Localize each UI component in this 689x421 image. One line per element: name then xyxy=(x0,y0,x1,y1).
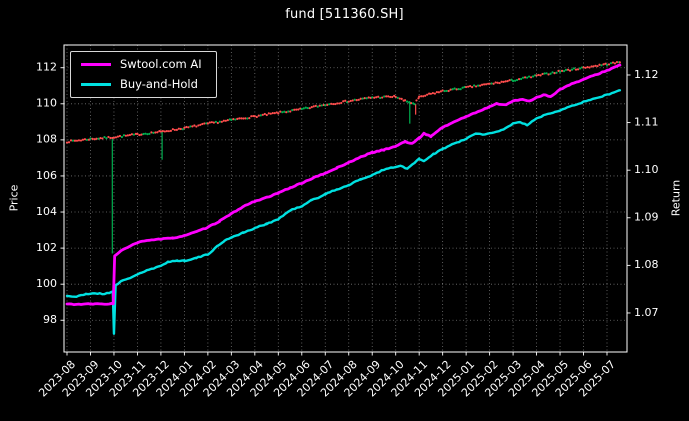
legend-label-swtool-ai: Swtool.com AI xyxy=(120,57,202,71)
y-axis-label-left: Price xyxy=(7,184,21,212)
legend-item-buy-and-hold: Buy-and-Hold xyxy=(81,76,202,91)
magenta-line-swatch-icon xyxy=(81,63,111,67)
legend-label-buy-and-hold: Buy-and-Hold xyxy=(120,76,198,91)
legend-item-swtool-ai: Swtool.com AI xyxy=(81,57,202,71)
chart-title: fund [511360.SH] xyxy=(285,7,404,22)
legend: Swtool.com AI Buy-and-Hold xyxy=(70,51,217,98)
y-axis-label-right: Return xyxy=(669,179,683,217)
cyan-line-swatch-icon xyxy=(81,82,111,86)
